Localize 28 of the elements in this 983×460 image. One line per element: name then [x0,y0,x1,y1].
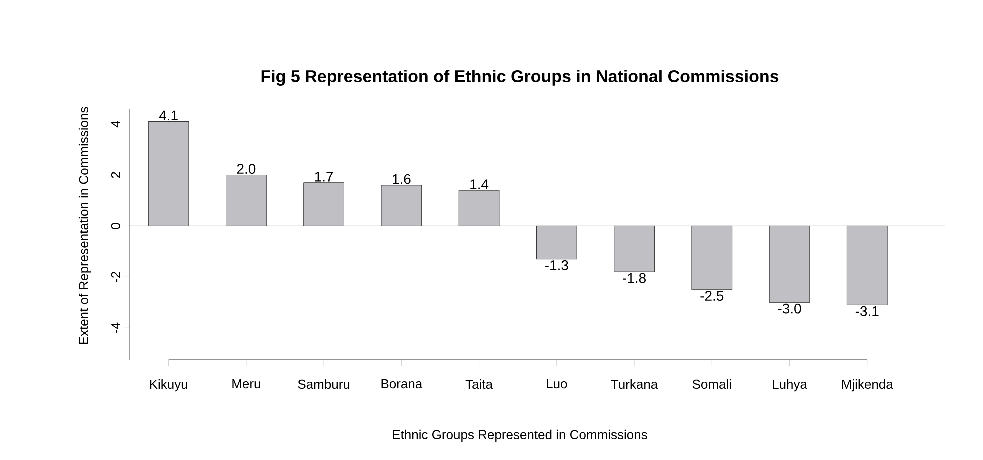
y-tick-label: 4 [112,121,120,128]
x-tick-label: Kikuyu [150,380,188,392]
data-label: -3.0 [778,304,802,314]
y-tick-label: 2 [111,172,120,178]
y-axis-title: Extent of Representation in Commissions [78,107,92,344]
x-tick-label: Somali [692,380,732,390]
data-label: 2.0 [237,164,256,174]
x-tick-label: Mjikenda [842,380,894,392]
x-tick-label: Luhya [773,380,808,392]
x-tick-label: Taita [466,380,494,390]
data-label: -1.8 [623,273,646,284]
data-label: 1.7 [315,172,334,182]
data-label: -1.3 [545,260,568,270]
chart-title: Fig 5 Representation of Ethnic Groups in National Commissions [262,70,779,86]
x-tick-label: Samburu [298,380,350,390]
y-tick-label: -4 [112,322,120,334]
x-axis-title: Ethnic Groups Represented in Commissions [393,430,648,442]
data-label: -3.1 [856,306,879,316]
x-tick-label: Turkana [611,380,658,390]
y-tick-label: -2 [111,272,120,282]
data-label: 4.1 [159,110,178,121]
x-tick-label: Borana [382,380,423,389]
y-tick-label: 0 [111,223,120,230]
data-label: -2.5 [700,291,724,302]
data-label: 1.4 [470,180,489,190]
data-label: 1.6 [393,174,411,184]
x-tick-label: Luo [547,380,568,389]
x-tick-label: Meru [232,380,260,389]
